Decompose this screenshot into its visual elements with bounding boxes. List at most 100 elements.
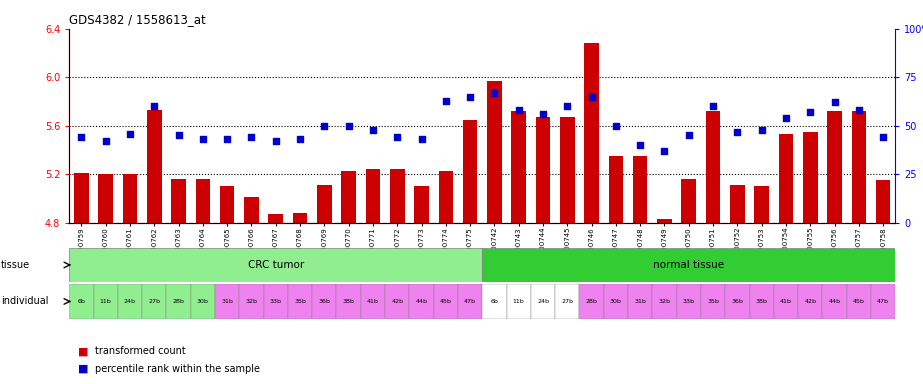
Point — [633, 142, 648, 148]
Point — [827, 99, 842, 106]
Bar — [215, 284, 239, 319]
Bar — [482, 248, 895, 282]
Point — [366, 127, 380, 133]
Point — [462, 94, 477, 100]
Point — [876, 134, 891, 141]
Bar — [434, 284, 458, 319]
Text: transformed count: transformed count — [95, 346, 186, 356]
Text: 42b: 42b — [804, 299, 816, 304]
Text: 41b: 41b — [780, 299, 792, 304]
Text: 35b: 35b — [294, 299, 306, 304]
Text: 42b: 42b — [391, 299, 403, 304]
Point — [196, 136, 210, 142]
Point — [220, 136, 234, 142]
Point — [74, 134, 89, 141]
Text: percentile rank within the sample: percentile rank within the sample — [95, 364, 260, 374]
Bar — [390, 169, 404, 223]
Text: 11b: 11b — [100, 299, 112, 304]
Text: CRC tumor: CRC tumor — [247, 260, 304, 270]
Text: 44b: 44b — [829, 299, 841, 304]
Bar — [876, 180, 891, 223]
Bar — [803, 132, 818, 223]
Bar — [487, 81, 502, 223]
Text: 35b: 35b — [707, 299, 719, 304]
Bar — [555, 284, 580, 319]
Bar — [293, 213, 307, 223]
Bar — [822, 284, 846, 319]
Bar — [366, 169, 380, 223]
Bar — [462, 120, 477, 223]
Bar — [317, 185, 331, 223]
Text: 27b: 27b — [149, 299, 161, 304]
Text: GDS4382 / 1558613_at: GDS4382 / 1558613_at — [69, 13, 206, 26]
Bar — [827, 111, 842, 223]
Bar — [677, 284, 701, 319]
Point — [390, 134, 404, 141]
Bar — [312, 284, 337, 319]
Point — [487, 90, 502, 96]
Text: 33b: 33b — [270, 299, 282, 304]
Bar — [511, 111, 526, 223]
Bar — [147, 110, 162, 223]
Text: 6b: 6b — [78, 299, 85, 304]
Text: 28b: 28b — [173, 299, 185, 304]
Bar — [725, 284, 749, 319]
Text: ■: ■ — [78, 364, 89, 374]
Text: 38b: 38b — [756, 299, 768, 304]
Bar — [846, 284, 871, 319]
Bar — [779, 134, 793, 223]
Bar — [69, 284, 93, 319]
Bar — [142, 284, 166, 319]
Bar — [871, 284, 895, 319]
Bar — [410, 284, 434, 319]
Bar — [628, 284, 653, 319]
Bar — [531, 284, 555, 319]
Bar — [438, 170, 453, 223]
Text: normal tissue: normal tissue — [653, 260, 725, 270]
Text: 47b: 47b — [877, 299, 889, 304]
Bar — [385, 284, 410, 319]
Text: 32b: 32b — [658, 299, 670, 304]
Point — [657, 148, 672, 154]
Point — [317, 123, 331, 129]
Bar — [560, 117, 575, 223]
Bar — [507, 284, 531, 319]
Bar — [264, 284, 288, 319]
Text: 36b: 36b — [318, 299, 330, 304]
Bar — [99, 174, 113, 223]
Point — [98, 138, 113, 144]
Bar — [172, 179, 186, 223]
Bar — [118, 284, 142, 319]
Text: ■: ■ — [78, 346, 89, 356]
Text: 47b: 47b — [464, 299, 476, 304]
Bar — [239, 284, 264, 319]
Bar — [482, 284, 507, 319]
Bar — [245, 197, 258, 223]
Text: 28b: 28b — [586, 299, 597, 304]
Bar — [337, 284, 361, 319]
Text: 41b: 41b — [367, 299, 378, 304]
Bar — [730, 185, 745, 223]
Bar — [166, 284, 191, 319]
Bar — [749, 284, 773, 319]
Point — [608, 123, 623, 129]
Text: 38b: 38b — [342, 299, 354, 304]
Point — [438, 98, 453, 104]
Point — [681, 132, 696, 139]
Bar — [123, 174, 138, 223]
Bar — [701, 284, 725, 319]
Point — [803, 109, 818, 115]
Text: 32b: 32b — [246, 299, 258, 304]
Bar — [852, 111, 866, 223]
Point — [535, 111, 550, 117]
Point — [511, 107, 526, 113]
Point — [269, 138, 283, 144]
Text: 27b: 27b — [561, 299, 573, 304]
Text: 24b: 24b — [537, 299, 549, 304]
Point — [123, 131, 138, 137]
Bar — [754, 186, 769, 223]
Point — [244, 134, 258, 141]
Bar — [196, 179, 210, 223]
Bar — [580, 284, 604, 319]
Bar — [74, 173, 89, 223]
